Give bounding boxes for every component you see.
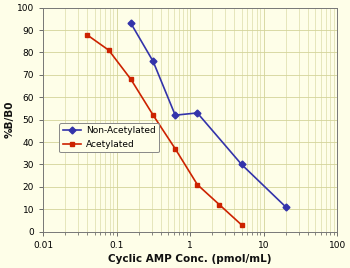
Non-Acetylated bbox=[239, 163, 244, 166]
Acetylated bbox=[129, 78, 133, 81]
Acetylated bbox=[239, 223, 244, 226]
Acetylated bbox=[151, 114, 155, 117]
Acetylated bbox=[195, 183, 199, 186]
Non-Acetylated bbox=[284, 205, 288, 209]
Acetylated bbox=[85, 33, 89, 36]
X-axis label: Cyclic AMP Conc. (pmol/mL): Cyclic AMP Conc. (pmol/mL) bbox=[108, 254, 272, 264]
Line: Acetylated: Acetylated bbox=[84, 32, 244, 227]
Non-Acetylated bbox=[173, 114, 177, 117]
Y-axis label: %B/B0: %B/B0 bbox=[4, 101, 14, 138]
Legend: Non-Acetylated, Acetylated: Non-Acetylated, Acetylated bbox=[60, 123, 159, 152]
Non-Acetylated bbox=[195, 111, 199, 114]
Non-Acetylated bbox=[129, 22, 133, 25]
Non-Acetylated bbox=[151, 60, 155, 63]
Line: Non-Acetylated: Non-Acetylated bbox=[128, 21, 288, 209]
Acetylated bbox=[107, 49, 111, 52]
Acetylated bbox=[217, 203, 222, 206]
Acetylated bbox=[173, 147, 177, 150]
